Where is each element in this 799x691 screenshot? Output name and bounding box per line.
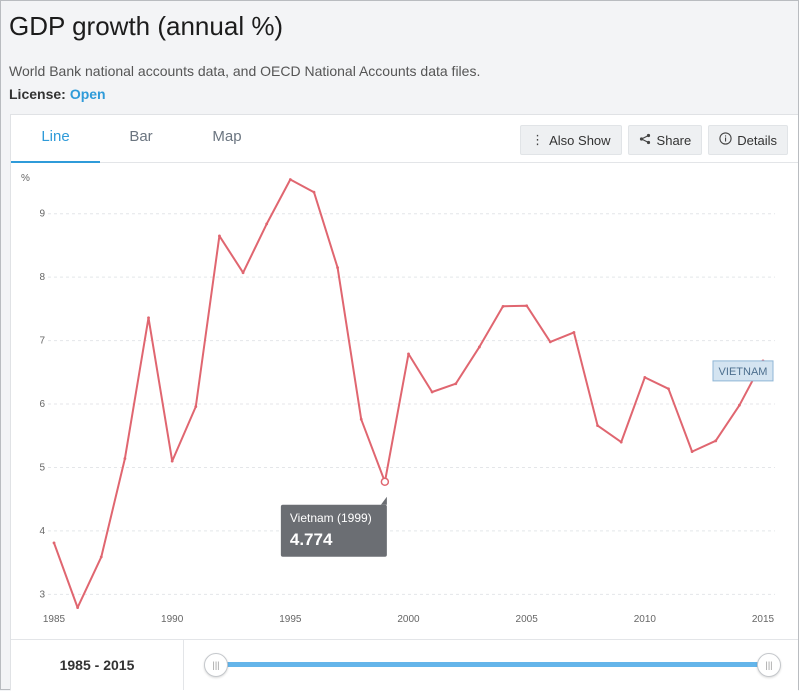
tooltip-value: 4.774 (290, 530, 333, 549)
chart-panel: Line Bar Map ⋮ Also Show Share (10, 114, 798, 691)
data-point (690, 450, 694, 453)
y-tick-label: 5 (39, 462, 45, 473)
y-tick-label: 8 (39, 272, 45, 283)
y-tick-label: 4 (39, 526, 45, 537)
x-tick-label: 2010 (634, 614, 657, 625)
data-point (123, 457, 127, 460)
highlighted-data-point (380, 477, 390, 487)
details-button[interactable]: Details (708, 125, 788, 155)
data-point (241, 271, 245, 275)
range-end-handle[interactable]: ||| (757, 653, 781, 677)
series-line-vietnam (53, 178, 764, 609)
license-line: License: Open (9, 86, 106, 102)
data-point (572, 330, 576, 334)
data-point (667, 387, 670, 391)
series-label-box (712, 360, 774, 382)
series-label-vietnam: VIETNAM (719, 366, 768, 378)
data-point (52, 541, 56, 545)
data-point (194, 405, 198, 408)
more-vertical-icon: ⋮ (531, 132, 545, 147)
data-point (619, 440, 623, 444)
data-point (147, 316, 150, 320)
data-point (596, 424, 599, 427)
data-point (548, 340, 552, 344)
also-show-label: Also Show (549, 132, 611, 148)
tab-bar[interactable]: Bar (129, 128, 153, 145)
range-start: 1985 (59, 657, 91, 673)
line-chart: % 3 4 5 6 7 8 9 1985 1990 1995 2000 2005 2010 2015 VIET… (21, 173, 775, 625)
data-point (170, 459, 174, 463)
data-point (643, 375, 647, 379)
data-point (76, 606, 80, 610)
data-point (99, 555, 103, 559)
tab-line[interactable]: Line (11, 115, 100, 163)
share-icon (639, 133, 651, 148)
range-end: 2015 (103, 657, 135, 673)
license-link[interactable]: Open (69, 86, 106, 102)
y-tick-label: 6 (39, 399, 45, 410)
chart-actions: ⋮ Also Show Share Details (520, 125, 788, 155)
data-point (501, 304, 505, 308)
data-point (265, 222, 269, 226)
year-range-label: 1985 - 2015 (11, 640, 184, 690)
details-label: Details (737, 132, 777, 148)
share-label: Share (656, 132, 692, 148)
y-tick-label: 9 (39, 209, 45, 220)
chart-tabs: Line Bar Map ⋮ Also Show Share (11, 115, 798, 163)
data-point (407, 352, 410, 356)
tooltip-box (280, 504, 387, 557)
data-point (454, 382, 458, 386)
data-point (525, 304, 529, 308)
license-label: License: (9, 86, 66, 102)
x-tick-label: 2005 (516, 614, 539, 625)
tooltip-title: Vietnam (1999) (290, 511, 372, 525)
also-show-button[interactable]: ⋮ Also Show (520, 125, 622, 155)
x-tick-label: 1985 (43, 614, 66, 625)
tooltip-pointer (380, 496, 387, 505)
y-tick-label: 7 (39, 336, 45, 347)
data-point (737, 403, 741, 407)
data-point (359, 417, 363, 421)
y-axis-unit-label: % (21, 173, 30, 184)
tab-map[interactable]: Map (212, 128, 242, 145)
page-title: GDP growth (annual %) (9, 11, 284, 41)
data-point (218, 234, 221, 238)
data-point (336, 266, 339, 270)
data-point (312, 190, 316, 194)
range-footer: 1985 - 2015 ||| ||| (11, 639, 798, 691)
x-tick-label: 1995 (279, 614, 302, 625)
data-source-text: World Bank national accounts data, and O… (9, 63, 481, 79)
year-range-slider[interactable] (216, 662, 768, 667)
share-button[interactable]: Share (627, 125, 703, 155)
x-tick-label: 1990 (161, 614, 184, 625)
range-separator: - (94, 657, 100, 673)
data-point (714, 439, 718, 443)
range-start-handle[interactable]: ||| (204, 653, 228, 677)
x-tick-label: 2015 (752, 614, 775, 625)
data-point (478, 345, 481, 349)
data-point (288, 178, 292, 181)
x-tick-label: 2000 (397, 614, 420, 625)
y-tick-label: 3 (39, 589, 45, 600)
info-icon (719, 132, 732, 148)
data-point (430, 390, 434, 394)
